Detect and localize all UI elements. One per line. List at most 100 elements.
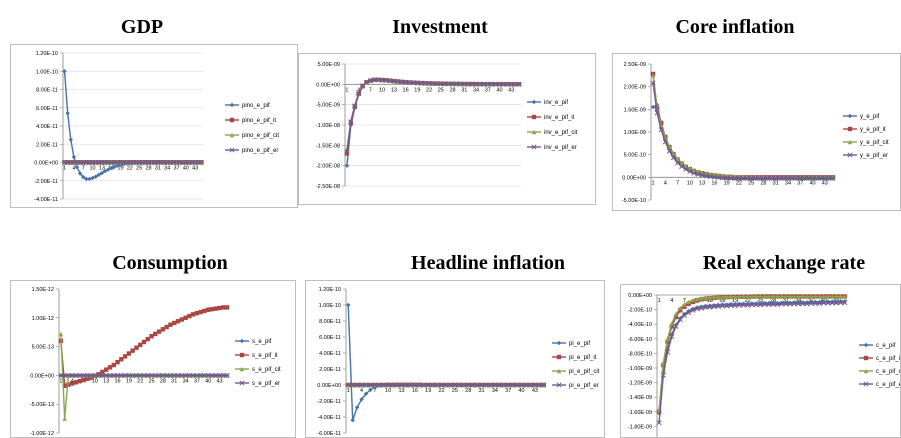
y-tick-label: 4.00E-11: [319, 351, 341, 357]
legend-marker: [239, 352, 245, 358]
data-point: [510, 382, 516, 388]
x-tick-label: 4: [670, 298, 673, 304]
data-point: [81, 377, 86, 383]
series-pino_e_pif_er: [62, 159, 204, 166]
data-point: [62, 383, 67, 388]
data-point: [694, 306, 700, 312]
legend-entry: y_e_pif_cit: [843, 139, 889, 146]
data-point: [138, 342, 143, 348]
data-point: [344, 151, 350, 156]
data-point: [748, 175, 754, 181]
data-point: [745, 302, 751, 308]
data-point: [438, 81, 444, 87]
x-tick-label: 4: [360, 388, 363, 394]
data-point: [172, 320, 177, 326]
data-point: [447, 382, 453, 388]
data-point: [70, 381, 75, 386]
legend-entry: pi_e_pif_cit: [552, 368, 600, 375]
data-point: [783, 294, 788, 299]
legend-label: pino_e_pif_cit: [242, 133, 279, 139]
x-tick-label: 16: [412, 388, 418, 394]
legend-label: y_e_pif_cit: [860, 140, 889, 146]
data-point: [62, 69, 67, 74]
x-tick-label: 13: [391, 87, 397, 93]
y-tick-label: 5.00E-09: [318, 62, 340, 68]
data-point: [673, 323, 679, 329]
y-tick-label: 5.00E-10: [624, 153, 646, 159]
data-point: [775, 294, 780, 299]
legend-marker: [556, 368, 562, 374]
y-tick-label: 1.00E-12: [32, 316, 54, 322]
data-point: [481, 81, 487, 87]
data-point: [749, 294, 755, 299]
legend-marker: [531, 129, 537, 135]
data-point: [344, 148, 350, 154]
data-point: [179, 317, 184, 322]
legend-marker: [239, 338, 245, 344]
data-point: [168, 322, 173, 327]
y-tick-label: -2.00E-08: [316, 164, 340, 170]
data-point: [682, 302, 687, 307]
chart-real-exchange-rate-svg: 0.00E+00 -2.00E-10 -4.00E-10 -6.00E-10 -8.00…: [628, 293, 900, 437]
data-point: [805, 175, 811, 181]
y-tick-label: 0.00E+00: [34, 161, 58, 167]
data-point: [407, 382, 413, 388]
series-y_e_pif: [650, 102, 836, 181]
data-point: [720, 175, 726, 181]
data-point: [175, 372, 181, 378]
data-point: [470, 382, 476, 388]
y-tick-label: -6.00E-11: [317, 431, 341, 437]
data-point: [736, 175, 742, 181]
data-point: [787, 294, 793, 299]
data-point: [187, 313, 192, 319]
data-point: [711, 294, 717, 300]
data-point: [512, 81, 518, 87]
x-tick-label: 1: [347, 388, 350, 394]
x-tick-label: 31: [155, 166, 161, 172]
data-point: [671, 151, 676, 156]
chart-title-investment: Investment: [392, 16, 488, 38]
data-point: [830, 175, 836, 181]
data-point: [359, 397, 364, 402]
data-point: [133, 372, 139, 378]
legend-entry: s_e_pif_er: [235, 380, 280, 387]
data-point: [367, 78, 373, 84]
data-point: [753, 302, 759, 308]
data-point: [220, 372, 226, 378]
y-tick-label: 8.00E-11: [319, 319, 341, 325]
x-tick-label: 37: [194, 378, 200, 384]
legend-marker: [847, 126, 853, 132]
legend-entry: pi_e_pif_er: [552, 382, 599, 389]
x-tick-label: 1: [345, 87, 348, 93]
legend-marker: [556, 382, 562, 388]
y-tick-label: 6.00E-11: [319, 335, 341, 341]
data-point: [492, 382, 498, 388]
data-point: [399, 382, 405, 388]
data-point: [213, 306, 218, 311]
data-point: [500, 81, 506, 87]
y-tick-label: -1.40E-09: [628, 395, 652, 401]
series-line: [658, 301, 845, 423]
chart-real-exchange-rate: 0.00E+00 -2.00E-10 -4.00E-10 -6.00E-10 -8.00…: [620, 284, 901, 438]
x-tick-label: 16: [403, 87, 409, 93]
data-point: [741, 302, 747, 308]
data-point: [354, 382, 360, 388]
legend-entry: s_e_pif: [235, 338, 272, 345]
x-tick-label: 31: [171, 378, 177, 384]
y-tick-label: -1.60E-09: [628, 410, 652, 416]
legend-label: s_e_pif_it: [252, 353, 278, 359]
y-tick-label: -1.80E-09: [628, 424, 652, 430]
x-tick-label: 28: [465, 388, 471, 394]
legend-entry: pino_e_pif_cit: [225, 132, 279, 139]
data-point: [695, 171, 701, 177]
data-point: [465, 382, 471, 388]
data-point: [96, 372, 102, 378]
data-point: [801, 175, 807, 181]
legend-marker: [863, 342, 869, 348]
data-point: [105, 167, 111, 172]
data-point: [687, 166, 693, 171]
legend-marker: [531, 99, 537, 105]
data-point: [65, 372, 71, 378]
data-point: [793, 175, 799, 181]
data-point: [442, 81, 448, 87]
